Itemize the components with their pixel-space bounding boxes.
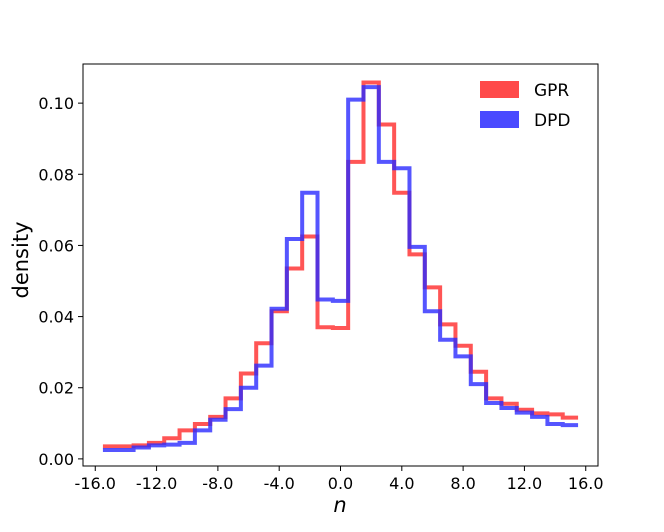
x-tick-label: -16.0 xyxy=(75,474,116,493)
y-tick-label: 0.10 xyxy=(38,94,74,113)
legend-label-dpd: DPD xyxy=(534,111,570,131)
x-tick-label: -4.0 xyxy=(264,474,295,493)
x-tick-label: 8.0 xyxy=(450,474,475,493)
x-tick-label: 16.0 xyxy=(568,474,604,493)
x-tick-label: 12.0 xyxy=(507,474,543,493)
y-tick-label: 0.04 xyxy=(38,308,74,327)
x-tick-label: 4.0 xyxy=(389,474,414,493)
y-tick-label: 0.02 xyxy=(38,379,74,398)
y-axis: 0.00 0.02 0.04 0.06 0.08 0.10 xyxy=(38,94,83,469)
legend-label-gpr: GPR xyxy=(534,81,569,101)
plot-layer xyxy=(102,80,579,452)
x-tick-label: -12.0 xyxy=(136,474,177,493)
y-axis-title: density xyxy=(9,222,33,299)
x-tick-label: 0.0 xyxy=(328,474,353,493)
x-axis-title: n xyxy=(333,493,346,517)
legend-swatch-dpd xyxy=(480,111,519,128)
plot-frame xyxy=(82,63,599,467)
y-tick-label: 0.08 xyxy=(38,165,74,184)
series-line-dpd xyxy=(102,85,579,452)
x-axis: -16.0 -12.0 -8.0 -4.0 0.0 4.0 8.0 12.0 16.0 xyxy=(75,466,604,493)
series-line-gpr xyxy=(102,80,579,449)
y-tick-label: 0.00 xyxy=(38,450,74,469)
legend: GPR DPD xyxy=(480,81,570,131)
y-tick-label: 0.06 xyxy=(38,236,74,255)
legend-swatch-gpr xyxy=(480,81,519,98)
x-tick-label: -8.0 xyxy=(202,474,233,493)
